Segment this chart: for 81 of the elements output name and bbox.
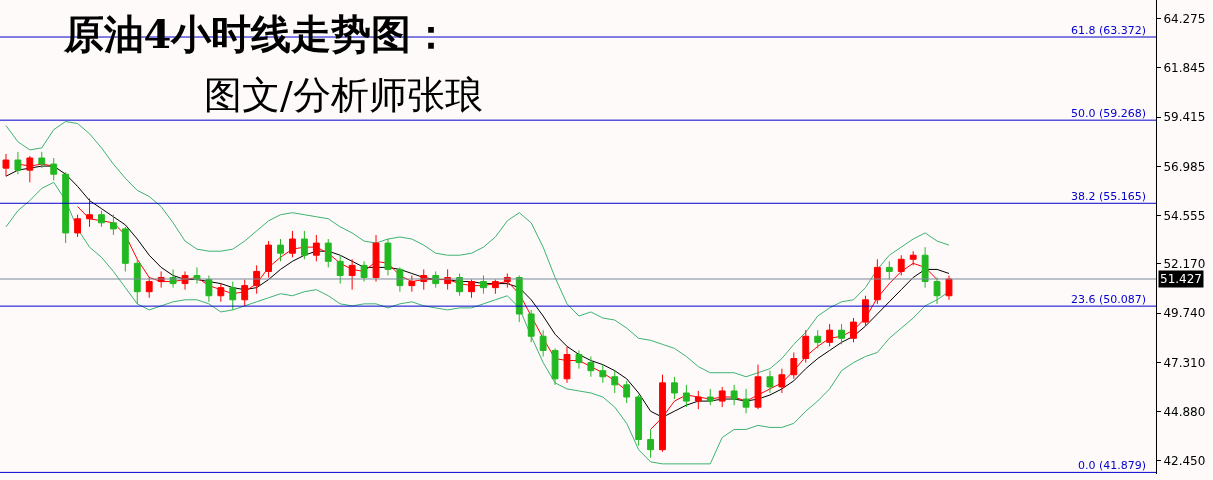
candlestick: [790, 351, 798, 380]
candlestick: [468, 279, 475, 299]
candlestick: [2, 153, 10, 177]
candlestick: [229, 281, 237, 311]
candlestick: [324, 238, 332, 268]
candlestick: [706, 388, 714, 406]
candlestick: [312, 234, 320, 262]
ref-line-label: 51.427: [1160, 272, 1202, 286]
candlestick: [647, 428, 654, 459]
candlestick: [121, 226, 129, 272]
candlestick: [241, 279, 249, 307]
y-tick-label: 59.415: [1163, 110, 1206, 125]
candlestick: [372, 234, 380, 283]
candlestick: [217, 283, 225, 303]
candlestick: [766, 370, 774, 394]
y-tick-label: 52.170: [1163, 257, 1206, 272]
candlestick: [145, 277, 153, 299]
candlestick: [587, 356, 595, 378]
candlestick: [754, 364, 762, 410]
candlestick: [551, 347, 559, 386]
y-tick-label: 49.740: [1163, 306, 1206, 321]
candlestick: [885, 260, 893, 281]
candlestick: [480, 274, 487, 295]
candlestick: [730, 384, 738, 406]
candlestick: [575, 349, 583, 370]
candlestick: [408, 274, 416, 293]
ref-line-label: 23.6 (50.087): [1071, 293, 1147, 306]
candlestick: [742, 388, 750, 414]
candlestick: [945, 274, 953, 301]
candlestick: [133, 258, 141, 305]
candlestick: [491, 279, 499, 295]
y-tick-label: 61.845: [1163, 61, 1206, 76]
line-series: [5, 121, 950, 378]
candlestick: [635, 394, 643, 447]
y-tick-label: 64.275: [1163, 11, 1206, 26]
candlestick: [74, 214, 82, 238]
candlestick: [933, 277, 941, 305]
candlestick: [62, 171, 70, 244]
candlestick: [348, 258, 356, 291]
y-tick-label: 56.985: [1163, 159, 1206, 174]
candlestick: [50, 157, 58, 181]
y-tick-label: 44.880: [1163, 404, 1206, 419]
candlestick: [384, 238, 392, 276]
candlestick: [862, 295, 869, 327]
ref-line-label: 61.8 (63.372): [1071, 24, 1147, 37]
candlestick: [98, 210, 105, 228]
candlestick: [671, 376, 678, 400]
candlestick: [921, 246, 929, 289]
y-tick-label: 54.555: [1163, 208, 1206, 223]
candlestick: [38, 151, 46, 169]
candlestick: [838, 323, 845, 345]
candlestick: [205, 274, 213, 303]
annotation: 图文/分析师张琅: [204, 73, 483, 117]
candlestick: [826, 323, 834, 347]
candlestick: [336, 254, 344, 285]
candlestick: [682, 384, 690, 408]
y-tick-label: 47.310: [1163, 355, 1206, 370]
ref-line-label: 0.0 (41.879): [1078, 459, 1147, 472]
chart-title: 原油4小时线走势图：: [62, 9, 452, 57]
candlestick: [599, 364, 607, 384]
candlestick: [694, 390, 702, 410]
candlestick: [289, 230, 296, 258]
candlestick: [718, 386, 726, 408]
candlestick: [265, 240, 273, 279]
y-tick-label: 42.450: [1163, 454, 1206, 469]
candlestick: [300, 230, 308, 260]
candlestick: [527, 309, 535, 343]
candlestick: [850, 317, 857, 343]
candlestick: [623, 380, 631, 404]
candlestick: [109, 214, 117, 236]
candlestick: [14, 151, 22, 175]
ref-line-label: 38.2 (55.165): [1071, 190, 1147, 203]
candlestick: [802, 329, 810, 364]
candlestick: [778, 368, 786, 394]
candlestick: [539, 329, 547, 358]
candlestick: [814, 329, 822, 349]
candlestick: [563, 345, 571, 384]
candlestick: [360, 260, 368, 283]
candlestick: [277, 238, 284, 262]
ref-line-label: 50.0 (59.268): [1071, 107, 1147, 120]
candlestick: [611, 370, 619, 394]
